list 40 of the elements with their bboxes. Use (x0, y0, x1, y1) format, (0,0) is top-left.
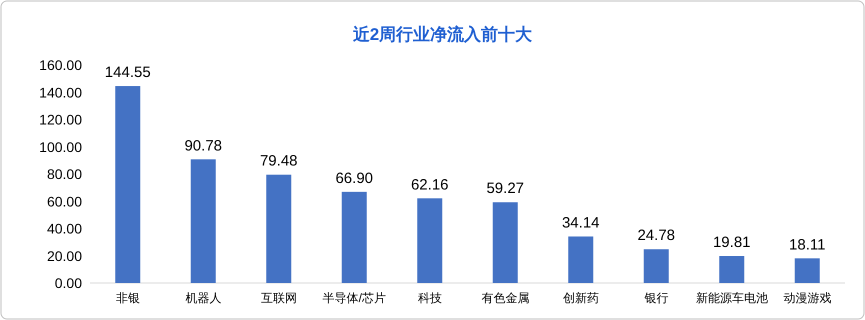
data-label: 19.81 (712, 234, 751, 252)
y-tick-label: 80.00 (46, 166, 82, 182)
data-label: 144.55 (104, 64, 151, 82)
x-tick-label: 科技 (418, 291, 442, 305)
data-label: 79.48 (260, 152, 298, 170)
y-tick-label: 100.00 (39, 138, 82, 155)
y-tick-label: 40.00 (46, 220, 82, 236)
data-label: 59.27 (486, 180, 524, 198)
y-tick-label: 160.00 (39, 57, 82, 73)
bar (266, 174, 292, 283)
x-tick-label: 非银 (116, 291, 140, 305)
bar (568, 236, 594, 283)
chart-title: 近2周行业净流入前十大 (352, 25, 534, 44)
x-tick-label: 创新药 (562, 291, 599, 305)
bar (115, 86, 140, 283)
x-tick-label: 新能源车电池 (696, 291, 768, 305)
bar (190, 159, 216, 283)
x-tick-label: 银行 (643, 291, 668, 305)
x-tick-label: 有色金属 (481, 291, 530, 305)
y-tick-label: 120.00 (39, 112, 82, 128)
y-tick-label: 0.00 (54, 275, 82, 291)
bar (342, 192, 367, 283)
x-tick-label: 互联网 (260, 291, 297, 305)
data-label: 66.90 (335, 170, 374, 187)
x-tick-label: 机器人 (185, 291, 222, 305)
data-label: 62.16 (410, 176, 449, 194)
x-tick-label: 动漫游戏 (783, 291, 832, 305)
bar (644, 249, 669, 283)
bar (794, 258, 820, 283)
data-label: 90.78 (184, 137, 222, 154)
bar (417, 198, 442, 283)
y-tick-label: 140.00 (39, 84, 82, 100)
data-label: 18.11 (789, 236, 826, 254)
y-tick-label: 60.00 (46, 193, 82, 210)
data-label: 24.78 (637, 227, 676, 244)
y-tick-label: 20.00 (46, 248, 82, 264)
data-label: 34.14 (562, 214, 600, 232)
bar (719, 256, 744, 283)
x-tick-label: 半导体/芯片 (322, 291, 386, 305)
bar (492, 202, 518, 283)
